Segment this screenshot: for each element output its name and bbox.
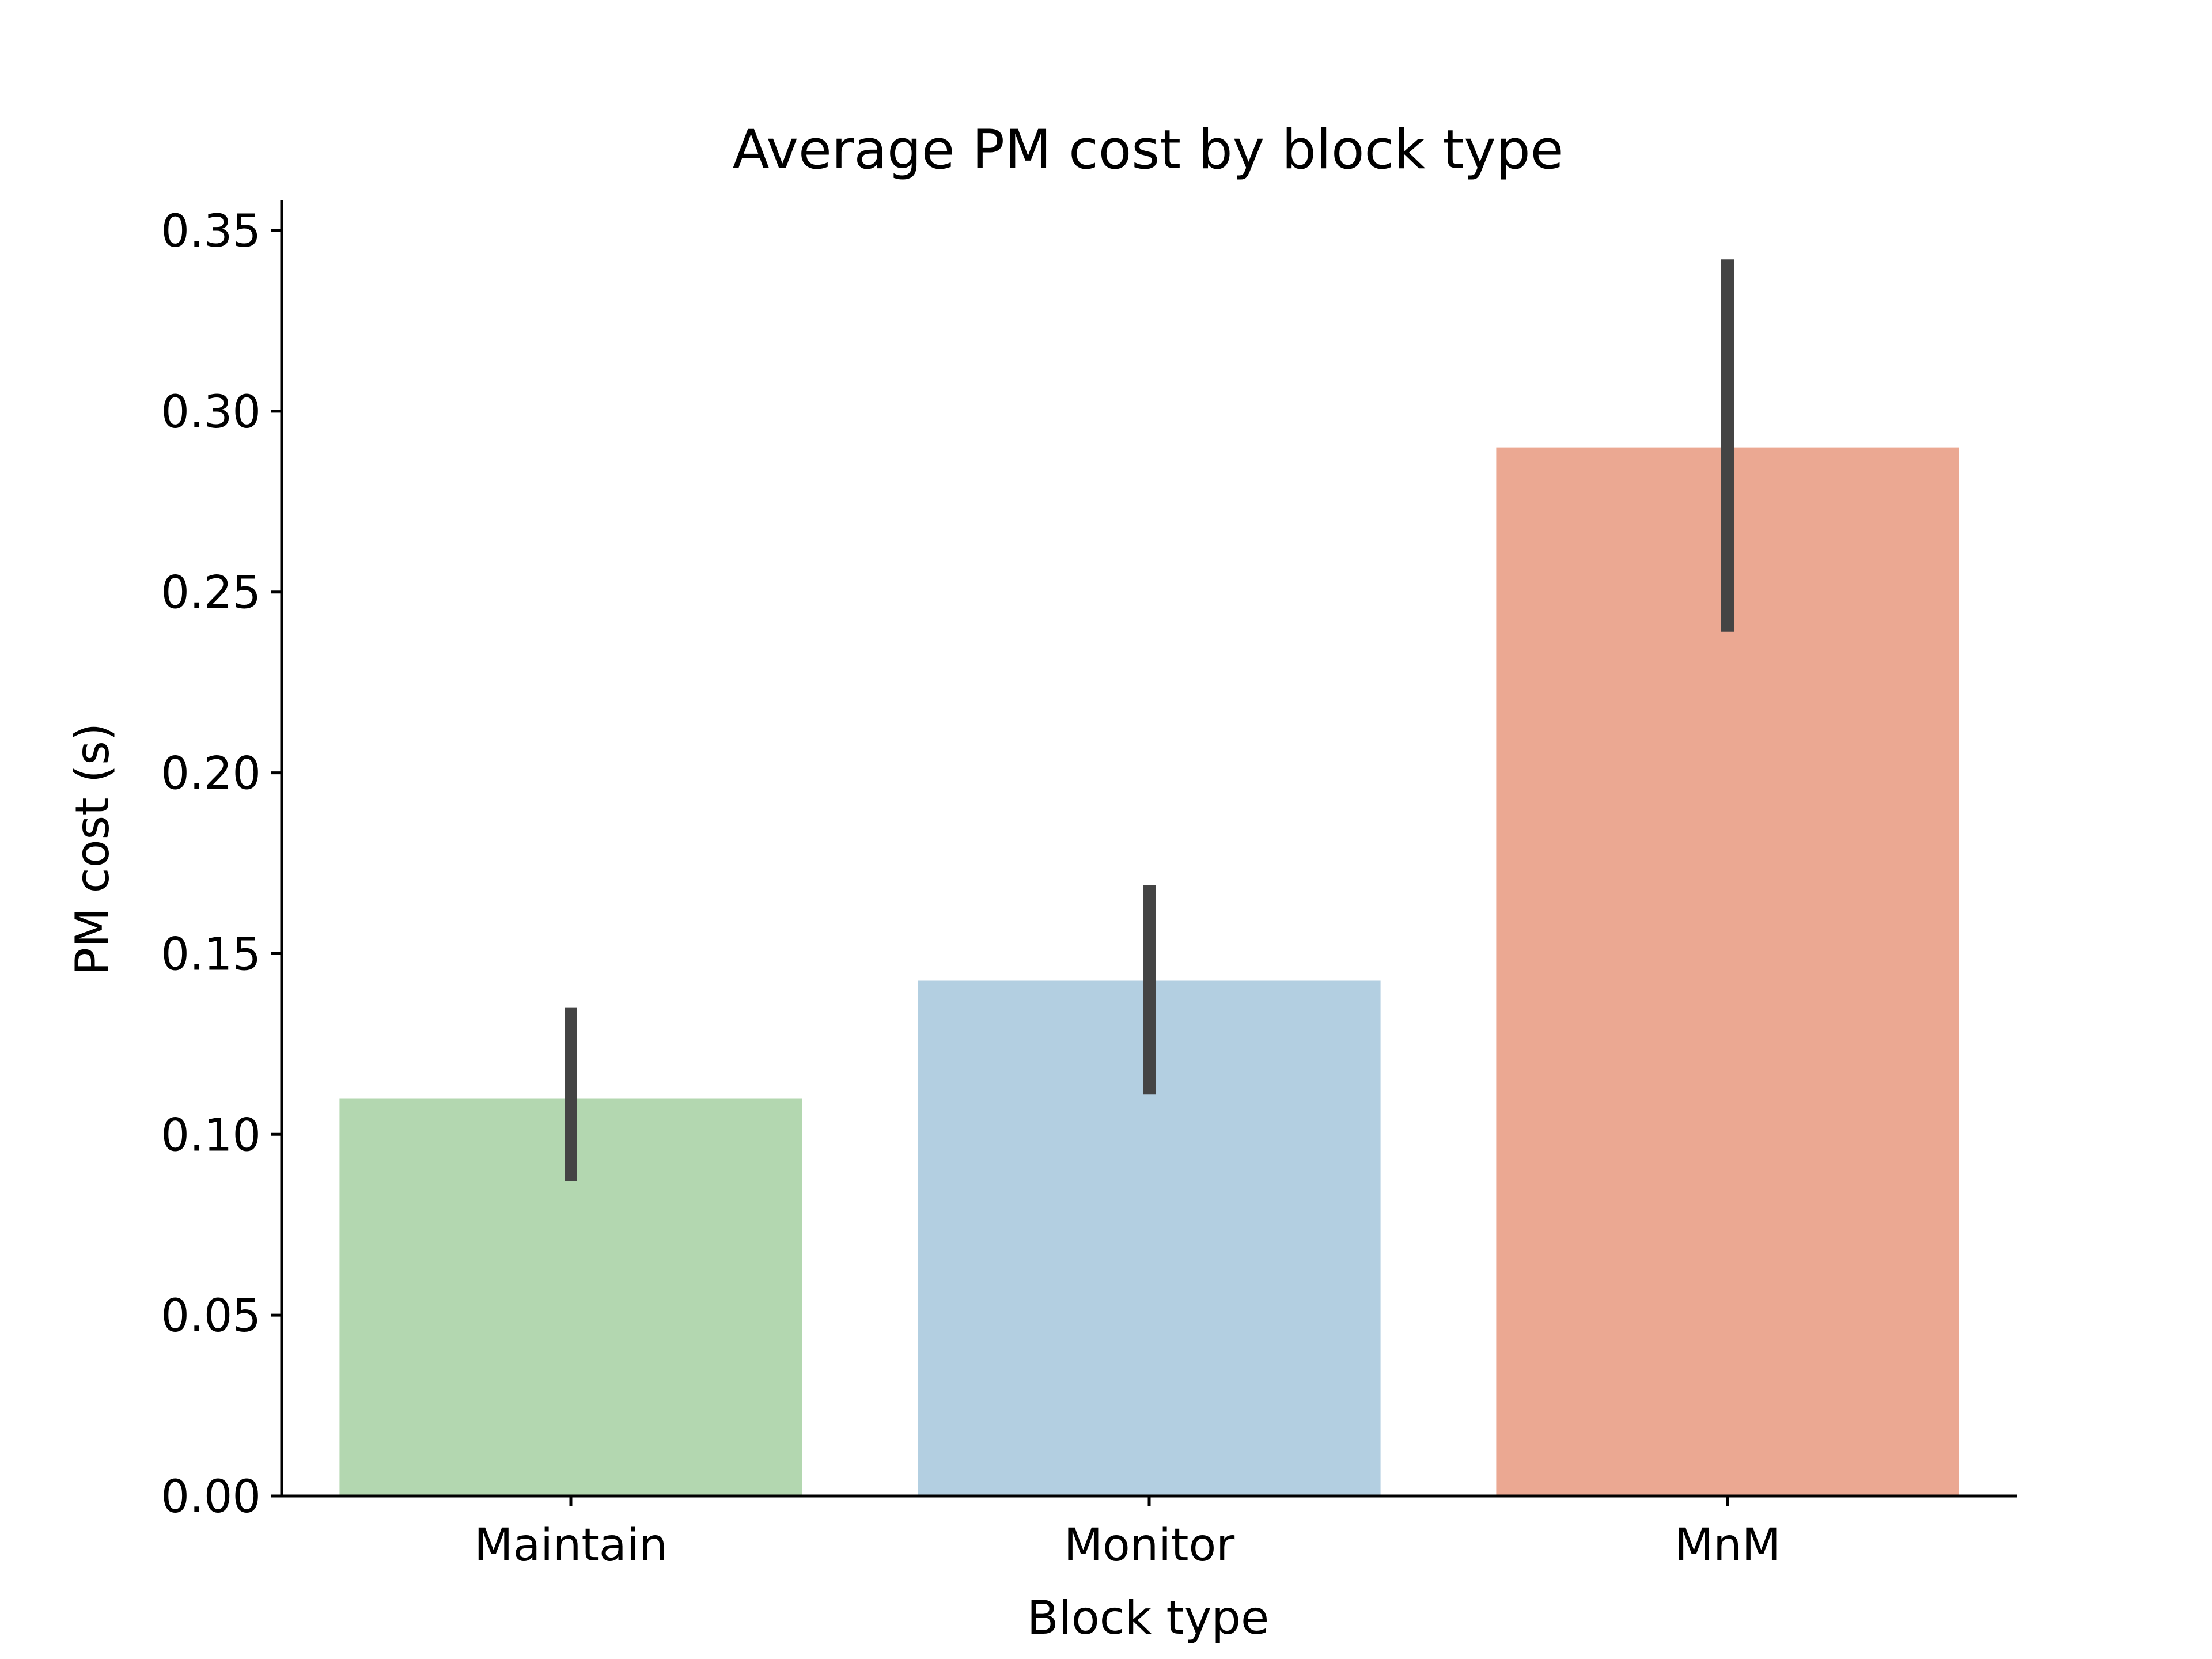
x-tick-label-monitor: Monitor — [1064, 1520, 1235, 1571]
y-axis-ticks: 0.00 0.05 0.10 0.15 0.20 0.25 0.30 0.35 — [161, 206, 282, 1523]
y-tick-label: 0.30 — [161, 387, 261, 438]
y-tick-label: 0.35 — [161, 206, 261, 257]
error-bars — [565, 259, 1734, 1181]
y-axis-label: PM cost (s) — [66, 723, 119, 975]
y-tick-label: 0.15 — [161, 929, 261, 980]
y-tick-label: 0.25 — [161, 567, 261, 619]
y-tick-label: 0.20 — [161, 748, 261, 800]
x-tick-label-maintain: Maintain — [474, 1520, 668, 1571]
y-tick-label: 0.00 — [161, 1471, 261, 1523]
x-axis-label: Block type — [1027, 1591, 1270, 1645]
bars — [339, 447, 1959, 1496]
chart-title: Average PM cost by block type — [733, 119, 1564, 181]
x-axis-ticks: Maintain Monitor MnM — [474, 1496, 1781, 1571]
y-tick-label: 0.10 — [161, 1109, 261, 1161]
y-tick-label: 0.05 — [161, 1290, 261, 1342]
x-tick-label-mnm: MnM — [1675, 1520, 1781, 1571]
